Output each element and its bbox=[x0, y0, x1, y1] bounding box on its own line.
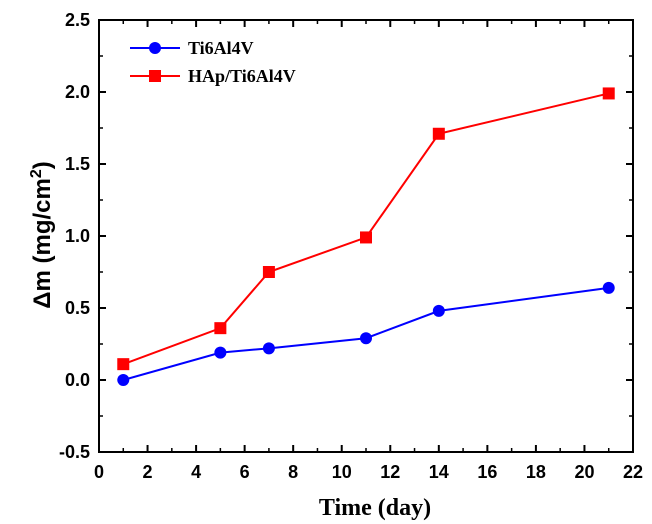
x-tick-label: 4 bbox=[191, 462, 201, 482]
series-line bbox=[123, 286, 609, 381]
legend-label: Ti6Al4V bbox=[188, 38, 254, 58]
x-tick-label: 18 bbox=[526, 462, 546, 482]
y-tick-label: 1.5 bbox=[65, 154, 90, 174]
y-axis-title: Δm (mg/cm2) bbox=[28, 161, 56, 309]
series-1 bbox=[117, 281, 615, 386]
x-axis-ticks: 0 2 4 6 8 10 12 14 16 18 20 22 bbox=[94, 20, 643, 482]
data-point bbox=[360, 332, 372, 345]
series-2 bbox=[117, 87, 615, 371]
legend-entry: HAp/Ti6Al4V bbox=[130, 66, 296, 86]
x-tick-label: 14 bbox=[429, 462, 449, 482]
x-tick-label: 20 bbox=[574, 462, 594, 482]
series-layer bbox=[117, 87, 615, 386]
y-tick-label: 2.5 bbox=[65, 10, 90, 30]
data-point bbox=[602, 281, 615, 294]
legend-marker bbox=[149, 42, 161, 54]
data-point bbox=[262, 342, 275, 355]
legend-label: HAp/Ti6Al4V bbox=[188, 66, 296, 86]
data-point bbox=[262, 266, 275, 278]
x-tick-label: 16 bbox=[477, 462, 497, 482]
x-tick-label: 0 bbox=[94, 462, 104, 482]
data-point bbox=[360, 231, 372, 244]
y-tick-label: 1.0 bbox=[65, 226, 90, 246]
data-point bbox=[214, 346, 227, 359]
x-tick-label: 2 bbox=[143, 462, 153, 482]
x-tick-label: 22 bbox=[623, 462, 643, 482]
data-point bbox=[602, 87, 615, 100]
x-tick-label: 10 bbox=[332, 462, 352, 482]
x-axis-title: Time (day) bbox=[319, 495, 431, 521]
data-point bbox=[117, 374, 130, 386]
series-line bbox=[122, 92, 609, 366]
y-tick-label: 0.0 bbox=[65, 370, 90, 390]
data-point bbox=[432, 127, 445, 140]
data-point bbox=[117, 358, 130, 371]
y-axis-title-end: ) bbox=[29, 161, 56, 169]
x-tick-label: 6 bbox=[240, 462, 250, 482]
data-point bbox=[214, 322, 227, 335]
y-axis-title-superscript: 2 bbox=[28, 169, 45, 178]
data-point bbox=[432, 304, 445, 317]
x-tick-label: 12 bbox=[380, 462, 400, 482]
legend: Ti6Al4V HAp/Ti6Al4V bbox=[130, 38, 296, 86]
y-tick-label: 0.5 bbox=[65, 298, 90, 318]
legend-marker bbox=[149, 70, 161, 82]
y-tick-label: -0.5 bbox=[59, 442, 90, 462]
y-axis-ticks: -0.5 0.0 0.5 1.0 1.5 2.0 2.5 bbox=[59, 10, 633, 462]
y-tick-label: 2.0 bbox=[65, 82, 90, 102]
x-tick-label: 8 bbox=[288, 462, 298, 482]
legend-entry: Ti6Al4V bbox=[130, 38, 254, 58]
y-axis-title-main: Δm (mg/cm bbox=[29, 178, 56, 309]
